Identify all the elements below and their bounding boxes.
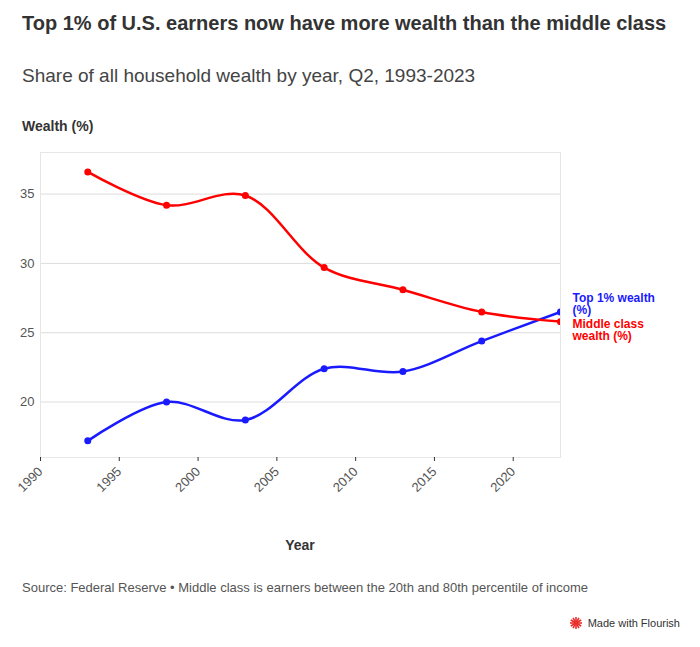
svg-text:1995: 1995 bbox=[93, 464, 124, 495]
svg-text:1990: 1990 bbox=[15, 464, 46, 495]
html-text:Share of all household wealth: Share of all household wealth by year, Q… bbox=[22, 65, 476, 86]
svg-text:2010: 2010 bbox=[330, 464, 361, 495]
html-text:Made with Flourish: Made with Flourish bbox=[587, 617, 680, 629]
svg-text:35: 35 bbox=[20, 186, 34, 201]
svg-text:Middle classwealth (%): Middle classwealth (%) bbox=[572, 317, 645, 343]
html-text:Source: Federal Reserve • Midd: Source: Federal Reserve • Middle class i… bbox=[22, 580, 588, 595]
svg-text:Top 1% wealth(%): Top 1% wealth(%) bbox=[573, 291, 655, 317]
svg-text:2000: 2000 bbox=[172, 464, 203, 495]
html-text:Top 1% of U.S. earners now hav: Top 1% of U.S. earners now have more wea… bbox=[22, 12, 667, 34]
svg-text:2020: 2020 bbox=[487, 464, 518, 495]
svg-text:2015: 2015 bbox=[408, 464, 439, 495]
svg-text:20: 20 bbox=[20, 394, 34, 409]
svg-text:30: 30 bbox=[20, 256, 34, 271]
svg-text:25: 25 bbox=[20, 325, 34, 340]
html-text:Year: Year bbox=[285, 537, 315, 553]
html-text:Wealth (%): Wealth (%) bbox=[22, 118, 94, 134]
svg-text:2005: 2005 bbox=[251, 464, 282, 495]
